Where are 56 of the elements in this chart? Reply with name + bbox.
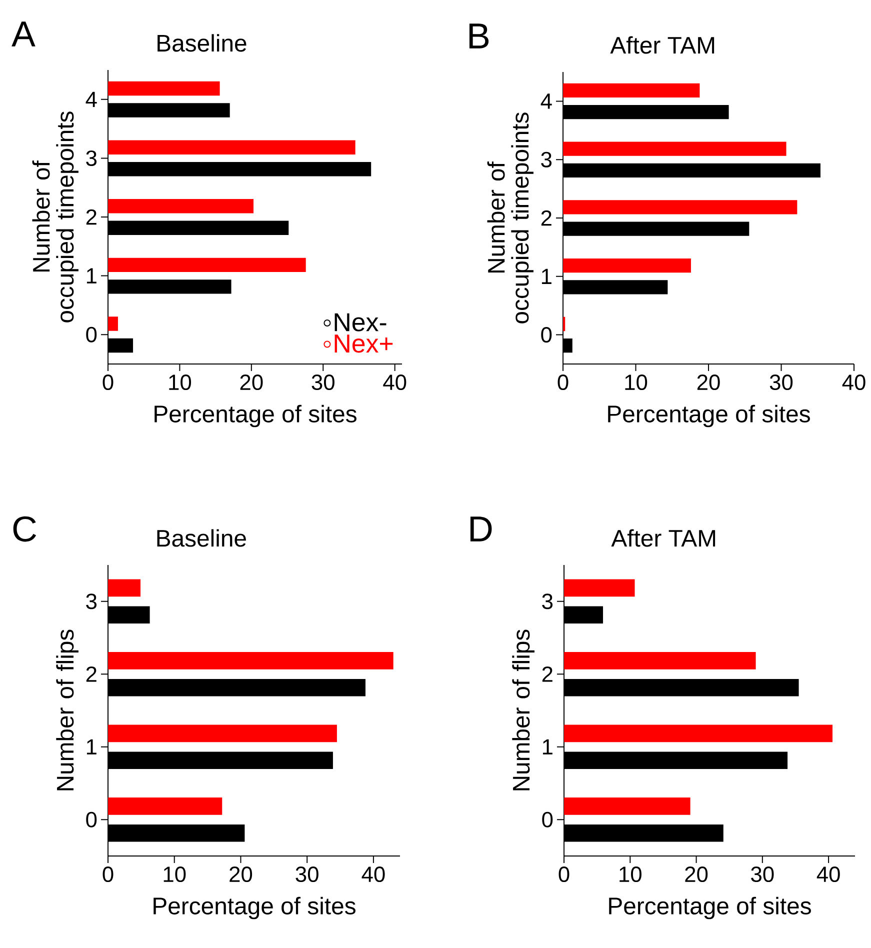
- y-tick-label: 3: [541, 152, 552, 168]
- y-tick-label: 3: [86, 594, 97, 610]
- y-tick-label: 0: [541, 327, 552, 343]
- y-tick-label: 0: [86, 326, 97, 342]
- y-tick-label: 2: [542, 666, 552, 682]
- y-tick-label: 4: [540, 94, 552, 109]
- x-tick-label: 10: [169, 374, 192, 390]
- x-tick-label: 30: [770, 374, 793, 390]
- y-axis-title: Number of flips: [56, 630, 78, 790]
- text: A: [12, 22, 36, 46]
- x-tick-label: 0: [558, 866, 570, 882]
- chart-title: After TAM: [610, 36, 714, 54]
- x-tick-label: 20: [697, 374, 720, 390]
- text: C: [13, 516, 36, 542]
- x-tick-label: 30: [296, 866, 318, 882]
- legend-label: Nex-: [334, 313, 386, 332]
- x-tick-label: 30: [312, 374, 334, 390]
- x-tick-label: 20: [240, 374, 263, 390]
- x-axis-title: Percentage of sites: [609, 896, 811, 920]
- y-tick-label: 1: [542, 739, 552, 754]
- y-tick-label: 0: [542, 812, 553, 828]
- x-tick-label: 10: [164, 866, 186, 882]
- x-tick-label: 40: [383, 374, 406, 390]
- x-tick-label: 10: [620, 866, 642, 882]
- x-tick-label: 0: [558, 374, 568, 390]
- x-tick-label: 20: [685, 866, 708, 882]
- y-tick-label: 2: [541, 210, 552, 226]
- y-tick-label: 3: [542, 594, 553, 610]
- x-tick-label: 30: [751, 866, 774, 882]
- x-tick-label: 10: [625, 374, 648, 390]
- y-tick-label: 0: [86, 812, 97, 828]
- y-tick-label: 3: [86, 150, 97, 166]
- chart-title: Baseline: [158, 34, 246, 52]
- text: D: [470, 516, 492, 542]
- y-tick-label: 2: [86, 209, 96, 225]
- y-tick-label: 2: [86, 666, 96, 682]
- x-tick-label: 20: [230, 866, 252, 882]
- x-axis-title: Percentage of sites: [608, 404, 810, 428]
- x-tick-label: 40: [842, 374, 866, 390]
- y-tick-label: 1: [86, 268, 96, 284]
- x-tick-label: 0: [102, 374, 114, 390]
- chart-title: Baseline: [157, 529, 246, 547]
- text: B: [469, 24, 489, 48]
- y-axis-title: Number of flips: [512, 630, 534, 790]
- x-tick-label: 40: [362, 866, 385, 882]
- y-axis-title: Number of occupied timepoints: [32, 112, 78, 322]
- y-tick-label: 4: [86, 92, 97, 107]
- y-tick-label: 1: [542, 268, 552, 284]
- x-tick-label: 0: [102, 866, 114, 882]
- legend-label: Nex+: [334, 334, 393, 353]
- chart-title: After TAM: [611, 529, 716, 547]
- y-tick-label: 1: [86, 739, 96, 754]
- x-tick-label: 40: [816, 866, 840, 882]
- x-axis-title: Percentage of sites: [154, 404, 356, 428]
- x-axis-title: Percentage of sites: [154, 896, 356, 920]
- y-axis-title: Number of occupied timepoints: [487, 112, 534, 324]
